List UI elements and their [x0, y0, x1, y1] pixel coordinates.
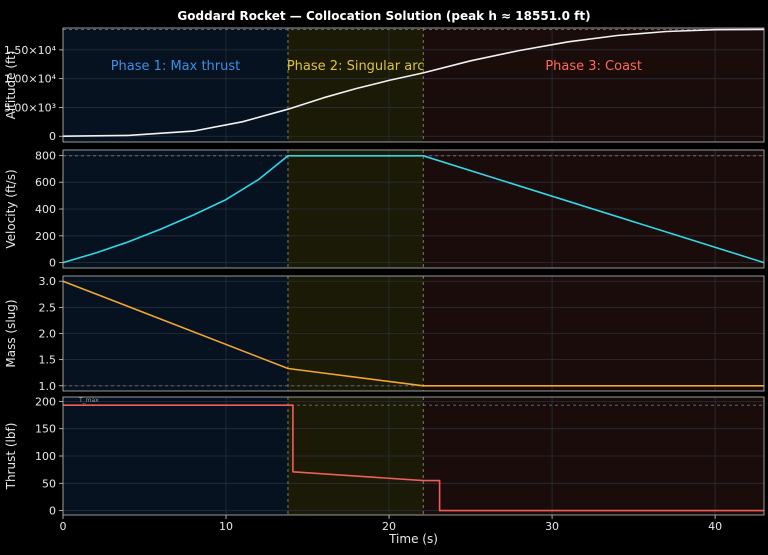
ytick-label-p2-3: 2.5 — [39, 301, 57, 314]
xtick-label-3: 30 — [545, 520, 559, 533]
xtick-label-4: 40 — [708, 520, 722, 533]
series-line-p0 — [62, 28, 765, 137]
xtick-label-1: 10 — [219, 520, 233, 533]
panel-frame-p0 — [62, 27, 765, 143]
ylabel-p1: Velocity (ft/s) — [4, 169, 18, 248]
ref-label-p3: T_max — [78, 397, 99, 404]
phase-bg-p0-0 — [63, 28, 288, 142]
ytick-label-p2-0: 1.0 — [39, 380, 57, 393]
ylabel-p0: Altitude (ft) — [4, 51, 18, 120]
ytick-label-p1-2: 400 — [35, 203, 56, 216]
ytick-label-p3-1: 50 — [42, 477, 56, 490]
phase-label-0: Phase 1: Max thrust — [111, 59, 241, 74]
phase-label-1: Phase 2: Singular arc — [287, 59, 425, 74]
ytick-label-p2-1: 1.5 — [39, 354, 57, 367]
ytick-label-p0-2: 1.00×10⁴ — [4, 73, 57, 86]
series-line-p2 — [62, 280, 764, 387]
ytick-label-p1-0: 0 — [49, 257, 56, 270]
ytick-label-p1-4: 800 — [35, 149, 56, 162]
ytick-label-p3-0: 0 — [49, 505, 56, 518]
series-line-p1 — [62, 155, 765, 264]
ytick-label-p2-2: 2.0 — [39, 328, 57, 341]
phase-label-2: Phase 3: Coast — [545, 59, 642, 74]
ytick-label-p0-0: 0 — [49, 130, 56, 143]
phase-bg-p0-1 — [287, 28, 424, 142]
ylabel-p2: Mass (slug) — [4, 299, 18, 367]
xtick-label-0: 0 — [60, 520, 67, 533]
ytick-label-p0-1: 5.00×10³ — [4, 101, 56, 114]
series-line-p3 — [63, 404, 764, 512]
ytick-label-p1-1: 200 — [35, 230, 56, 243]
phase-bg-p0-2 — [423, 28, 764, 142]
ytick-label-p3-3: 150 — [35, 423, 56, 436]
ylabel-p3: Thrust (lbf) — [4, 423, 18, 491]
chart-title: Goddard Rocket — Collocation Solution (p… — [177, 9, 590, 23]
xtick-label-2: 20 — [382, 520, 396, 533]
ytick-label-p1-3: 600 — [35, 176, 56, 189]
ytick-label-p3-4: 200 — [35, 395, 56, 408]
ytick-label-p3-2: 100 — [35, 450, 56, 463]
xlabel: Time (s) — [388, 532, 438, 546]
ytick-label-p0-3: 1.50×10⁴ — [4, 44, 57, 57]
ytick-label-p2-4: 3.0 — [39, 275, 57, 288]
